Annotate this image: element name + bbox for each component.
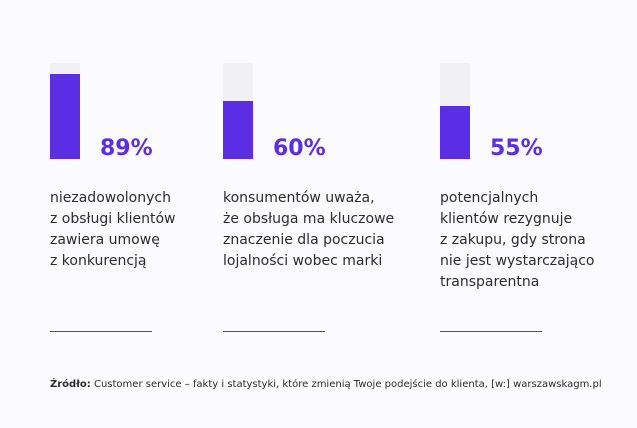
description-line: zawiera umowę bbox=[50, 232, 160, 248]
bar-track bbox=[50, 63, 80, 159]
divider-line bbox=[223, 331, 325, 332]
description-line: że obsługa ma kluczowe bbox=[223, 211, 395, 227]
stat-description: potencjalnych klientów rezygnuje z zakup… bbox=[440, 188, 620, 293]
bar-track bbox=[223, 63, 253, 159]
description-line: potencjalnych bbox=[440, 190, 539, 206]
description-line: lojalności wobec marki bbox=[223, 253, 383, 269]
bar-fill bbox=[440, 106, 470, 159]
bar-fill bbox=[223, 101, 253, 159]
source-label: Źródło: bbox=[50, 379, 91, 390]
description-line: niezadowolonych bbox=[50, 190, 171, 206]
description-line: z konkurencją bbox=[50, 253, 147, 269]
divider-line bbox=[440, 331, 542, 332]
description-line: transparentna bbox=[440, 274, 540, 290]
divider-line bbox=[50, 331, 152, 332]
stat-description: konsumentów uważa, że obsługa ma kluczow… bbox=[223, 188, 403, 272]
description-line: klientów rezygnuje bbox=[440, 211, 573, 227]
stat-percentage: 89% bbox=[100, 136, 153, 161]
stat-percentage: 55% bbox=[490, 136, 543, 161]
description-line: znaczenie dla poczucia bbox=[223, 232, 385, 248]
stat-percentage: 60% bbox=[273, 136, 326, 161]
description-line: konsumentów uważa, bbox=[223, 190, 375, 206]
description-line: z obsługi klientów bbox=[50, 211, 176, 227]
description-line: z zakupu, gdy strona bbox=[440, 232, 586, 248]
stat-description: niezadowolonych z obsługi klientów zawie… bbox=[50, 188, 230, 272]
bar-track bbox=[440, 63, 470, 159]
source-text: Customer service – fakty i statystyki, k… bbox=[90, 379, 602, 390]
source-note: Źródło: Customer service – fakty i staty… bbox=[50, 379, 602, 390]
description-line: nie jest wystarczająco bbox=[440, 253, 595, 269]
bar-fill bbox=[50, 73, 80, 159]
